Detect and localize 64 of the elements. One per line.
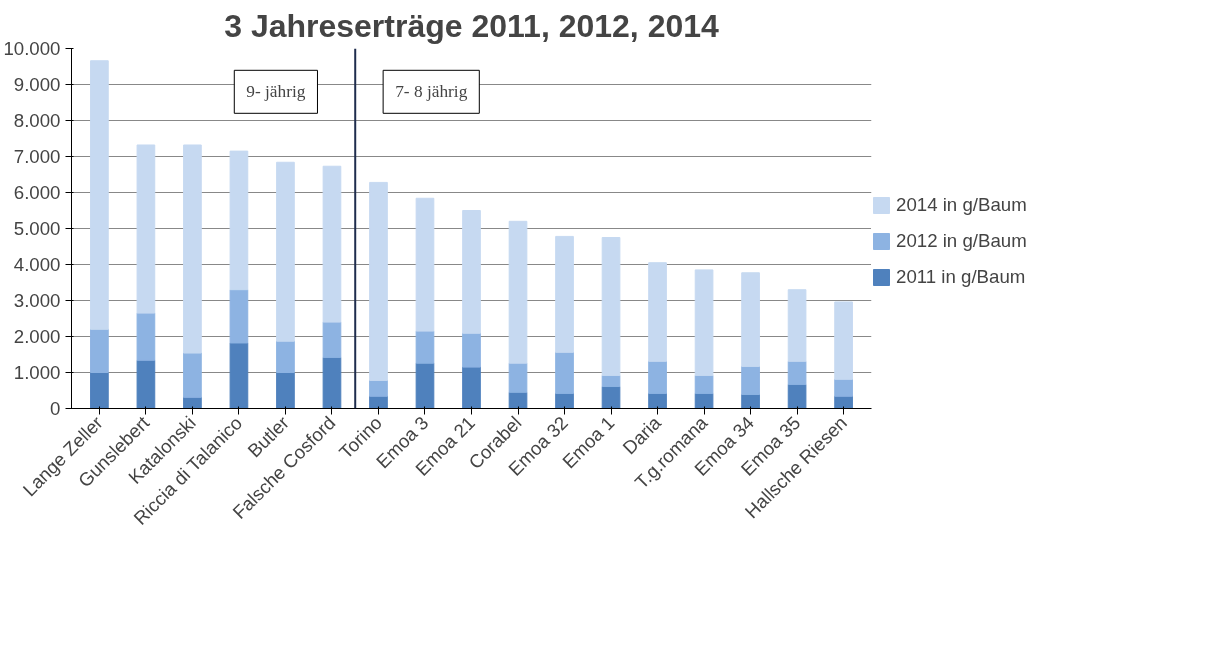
bar — [462, 332, 481, 368]
annotation: 7- 8 jährig — [395, 82, 468, 102]
y-tick-label: 0 — [50, 398, 61, 419]
legend-label: 2012 in g/Baum — [896, 230, 1028, 252]
bar — [229, 150, 249, 291]
y-tick-label: 4.000 — [13, 254, 61, 275]
bar — [787, 383, 807, 409]
bar — [415, 362, 435, 409]
y-tick-label: 10.000 — [3, 38, 61, 59]
bar — [601, 374, 621, 388]
bar — [183, 352, 202, 398]
bar — [462, 366, 481, 409]
bar — [369, 379, 388, 397]
bar — [508, 220, 528, 364]
bar — [136, 359, 156, 409]
y-tick-label: 8.000 — [13, 110, 61, 131]
bar — [555, 235, 574, 353]
bar — [741, 365, 760, 395]
bar — [601, 386, 621, 409]
bar — [415, 330, 435, 364]
bar — [741, 272, 760, 367]
bar — [369, 181, 388, 381]
y-tick-label: 9.000 — [13, 74, 61, 95]
bar — [555, 392, 574, 409]
legend-label: 2011 in g/Baum — [896, 266, 1027, 288]
bar — [276, 372, 295, 409]
bar — [601, 237, 621, 376]
bar — [787, 289, 807, 362]
y-tick-label: 2.000 — [13, 326, 61, 347]
bar — [229, 342, 249, 409]
bar — [508, 362, 528, 393]
bar — [229, 289, 249, 344]
bar — [694, 374, 714, 394]
y-tick-label: 3.000 — [13, 290, 61, 311]
bar — [90, 60, 109, 330]
y-tick-label: 6.000 — [13, 182, 61, 203]
bar — [276, 161, 295, 342]
chart-title: 3 Jahreserträge 2011, 2012, 2014 — [224, 7, 720, 44]
bar — [694, 392, 714, 409]
bar — [276, 340, 295, 373]
bar — [90, 372, 109, 409]
bar — [834, 378, 853, 397]
bar — [136, 144, 156, 314]
bar — [648, 262, 667, 362]
bar — [741, 393, 760, 409]
y-tick-label: 5.000 — [13, 218, 61, 239]
legend-label: 2014 in g/Baum — [896, 194, 1028, 216]
bar — [462, 210, 481, 334]
annotation: 9- jährig — [246, 82, 306, 102]
bar — [415, 197, 435, 332]
bar — [648, 360, 667, 394]
bar — [136, 312, 156, 361]
bar — [834, 301, 853, 380]
bar — [648, 392, 667, 409]
bar — [694, 269, 714, 376]
bar — [322, 356, 342, 409]
bar — [322, 165, 342, 323]
bar — [90, 328, 109, 373]
bar — [322, 321, 342, 358]
bar — [183, 144, 202, 354]
y-tick-label: 7.000 — [13, 146, 61, 167]
bar — [787, 360, 807, 385]
y-tick-label: 1.000 — [13, 362, 61, 383]
bar — [555, 351, 574, 394]
